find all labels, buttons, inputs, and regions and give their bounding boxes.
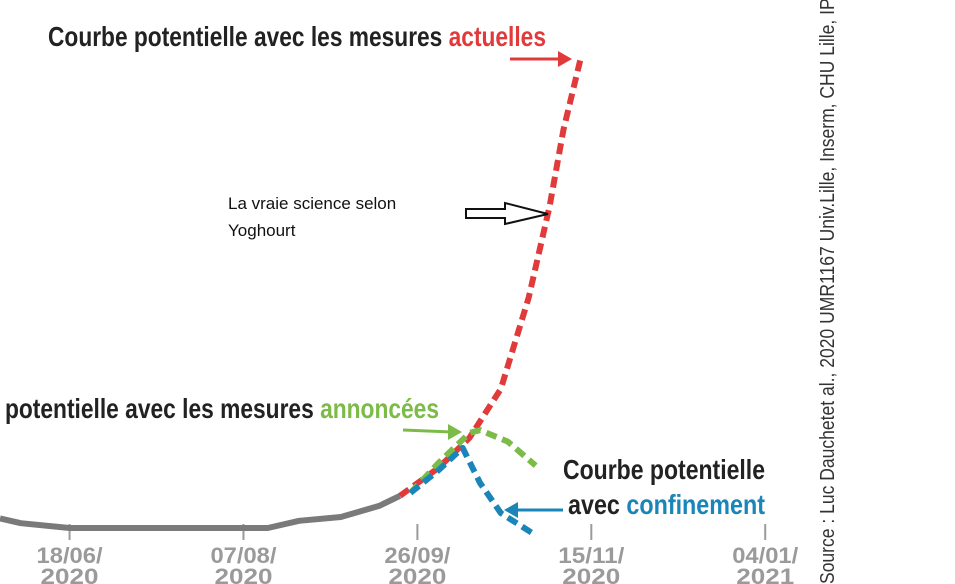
x-tick-label: 18/06/	[37, 543, 103, 568]
x-tick-label: 04/01/	[732, 543, 798, 568]
annotation-confinement-line1: Courbe potentielle	[563, 454, 765, 485]
annotation-annoncees: potentielle avec les mesures annoncées	[5, 393, 439, 424]
annotation-text: potentielle avec les mesures	[5, 393, 320, 424]
meme-text: Yoghourt	[228, 221, 296, 240]
x-tick-year: 2020	[388, 564, 446, 584]
arrow-head	[448, 424, 462, 440]
arrow-head	[558, 51, 572, 67]
arrow	[402, 428, 453, 434]
x-tick-label: 26/09/	[384, 543, 450, 568]
arrows	[402, 51, 572, 518]
annotation-actuelles: Courbe potentielle avec les mesures actu…	[48, 21, 546, 52]
x-tick-year: 2020	[562, 564, 620, 584]
plot: 18/06/202007/08/202026/09/202015/11/2020…	[0, 56, 798, 584]
source: Source : Luc Dauchetet al., 2020 UMR1167…	[817, 0, 839, 584]
series-line	[0, 493, 402, 531]
x-tick-year: 2021	[736, 564, 794, 584]
meme-text: La vraie science selon	[228, 194, 396, 213]
meme-arrow	[465, 201, 549, 226]
x-tick-year: 2020	[41, 564, 99, 584]
series-line	[408, 427, 538, 496]
x-tick-year: 2020	[214, 564, 272, 584]
annotation-highlight: confinement	[626, 489, 765, 520]
x-tick-label: 15/11/	[558, 543, 624, 568]
x-tick-label: 07/08/	[210, 543, 276, 568]
series-line	[408, 444, 538, 538]
annotation-text: Courbe potentielle avec les mesures	[48, 21, 449, 52]
annotation-confinement-line2: avec confinement	[568, 489, 765, 520]
annotation-highlight: annoncées	[320, 393, 439, 424]
annotation-highlight: actuelles	[449, 21, 546, 52]
annotation-text: avec	[568, 489, 626, 520]
arrow-head	[504, 502, 518, 518]
